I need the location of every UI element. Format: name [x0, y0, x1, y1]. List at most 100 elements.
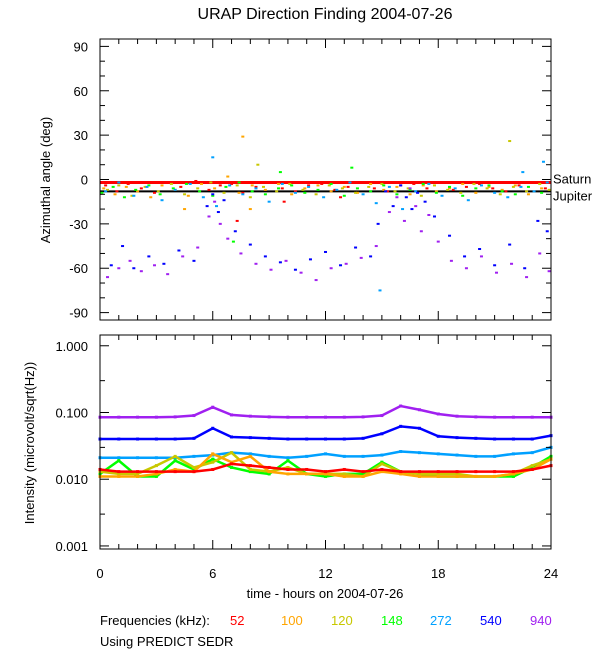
intensity-point-940: [399, 404, 403, 408]
azimuth-point-540: [132, 267, 136, 270]
azimuth-point-940: [419, 230, 423, 233]
intensity-point-540: [342, 437, 346, 441]
intensity-point-100: [324, 472, 327, 476]
intensity-point-148: [361, 472, 365, 476]
azimuth-point-100: [160, 184, 164, 187]
azimuth-point-52: [339, 196, 343, 199]
azimuth-point-100: [241, 135, 245, 138]
azimuth-point-272: [453, 187, 457, 190]
azimuth-point-120: [169, 182, 173, 185]
azimuth-tick-label: 0: [81, 173, 88, 188]
azimuth-point-540: [508, 243, 512, 246]
azimuth-point-272: [374, 202, 378, 205]
azimuth-point-148: [421, 182, 425, 185]
azimuth-point-100: [124, 185, 128, 188]
azimuth-point-940: [464, 267, 468, 270]
azimuth-point-940: [117, 267, 121, 270]
azimuth-point-120: [393, 190, 397, 193]
azimuth-point-272: [173, 188, 177, 191]
azimuth-point-148: [448, 185, 452, 188]
azimuth-point-148: [111, 185, 115, 188]
azimuth-point-52: [386, 190, 390, 193]
azimuth-point-100: [290, 193, 294, 196]
azimuth-point-100: [199, 182, 203, 185]
azimuth-point-940: [314, 279, 318, 282]
azimuth-point-940: [402, 219, 406, 222]
x-tick-label: 6: [209, 566, 216, 581]
azimuth-point-540: [121, 245, 125, 248]
azimuth-point-940: [374, 245, 378, 248]
azimuth-point-940: [139, 270, 143, 273]
azimuth-point-52: [307, 184, 311, 187]
azimuth-point-540: [399, 184, 403, 187]
azimuth-point-52: [543, 187, 547, 190]
intensity-point-540: [117, 437, 121, 441]
azimuth-tick-label: -90: [69, 306, 88, 321]
azimuth-point-148: [434, 191, 438, 194]
intensity-point-120: [455, 472, 459, 476]
intensity-point-540: [361, 436, 365, 440]
azimuth-point-940: [106, 276, 110, 279]
azimuth-point-120: [340, 187, 344, 190]
azimuth-point-148: [224, 185, 228, 188]
azimuth-point-100: [149, 196, 153, 199]
azimuth-point-100: [355, 191, 359, 194]
intensity-point-540: [173, 437, 177, 441]
intensity-point-540: [267, 436, 271, 440]
intensity-point-52: [136, 470, 140, 474]
azimuth-point-540: [354, 246, 358, 249]
azimuth-point-148: [290, 184, 294, 187]
azimuth-point-52: [267, 181, 271, 184]
azimuth-point-120: [117, 184, 121, 187]
azimuth-point-52: [166, 181, 170, 184]
azimuth-point-940: [152, 264, 156, 267]
azimuth-point-52: [438, 181, 442, 184]
azimuth-point-540: [404, 196, 408, 199]
intensity-point-100: [361, 474, 365, 478]
intensity-point-100: [436, 474, 440, 478]
azimuth-point-272: [466, 199, 470, 202]
azimuth-point-52: [425, 187, 429, 190]
intensity-tick-label: 0.100: [55, 405, 88, 420]
azimuth-point-100: [250, 184, 254, 187]
intensity-point-52: [286, 467, 290, 471]
intensity-point-540: [324, 437, 327, 441]
intensity-point-272: [305, 454, 309, 458]
legend: 52 100 120 148 272 540 940: [230, 613, 552, 628]
azimuth-point-272: [228, 184, 232, 187]
azimuth-point-940: [387, 211, 391, 214]
legend-entry-120: 120: [331, 613, 353, 628]
intensity-point-100: [211, 452, 215, 456]
legend-entry-940: 940: [530, 613, 552, 628]
azimuth-point-940: [329, 267, 333, 270]
azimuth-point-120: [446, 188, 450, 191]
azimuth-point-52: [235, 219, 239, 222]
legend-entry-540: 540: [480, 613, 502, 628]
azimuth-point-540: [448, 234, 452, 237]
intensity-point-540: [211, 426, 215, 430]
azimuth-point-52: [293, 190, 297, 193]
intensity-point-540: [511, 437, 515, 441]
azimuth-point-52: [359, 181, 363, 184]
intensity-point-100: [286, 472, 290, 476]
intensity-point-120: [211, 460, 215, 464]
intensity-line-540: [100, 425, 552, 441]
intensity-point-272: [474, 454, 478, 458]
azimuth-point-148: [382, 184, 386, 187]
intensity-point-52: [380, 467, 384, 471]
azimuth-point-148: [316, 188, 320, 191]
intensity-point-52: [230, 462, 234, 466]
intensity-point-148: [324, 474, 327, 478]
intensity-point-940: [305, 415, 309, 419]
azimuth-point-272: [506, 196, 510, 199]
azimuth-point-100: [369, 182, 373, 185]
azimuth-point-52: [218, 184, 222, 187]
azimuth-point-148: [355, 187, 359, 190]
azimuth-point-148: [369, 190, 373, 193]
intensity-point-52: [474, 470, 478, 474]
intensity-point-540: [417, 426, 421, 430]
intensity-point-940: [511, 415, 515, 419]
intensity-point-100: [399, 472, 403, 476]
azimuth-point-100: [474, 191, 478, 194]
intensity-point-940: [286, 415, 290, 419]
